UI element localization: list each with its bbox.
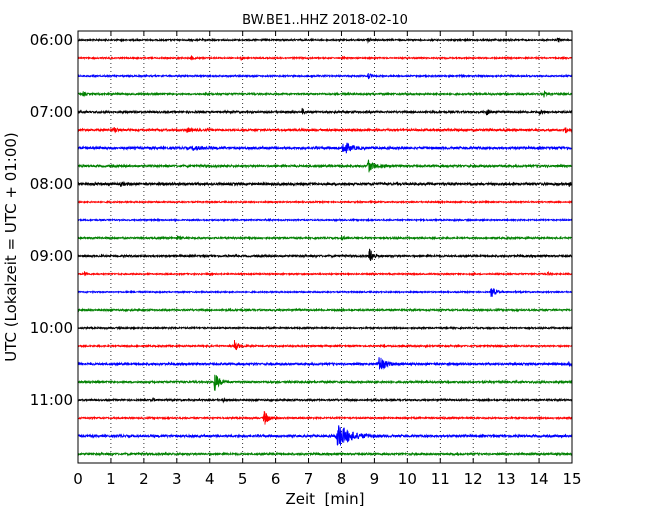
trace-line xyxy=(77,55,573,61)
trace-line xyxy=(77,72,573,80)
y-tick-label: 11:00 xyxy=(30,391,73,409)
y-tick-label: 10:00 xyxy=(30,319,73,337)
trace-line xyxy=(77,235,573,241)
trace-line xyxy=(77,340,573,351)
x-tick-label: 5 xyxy=(238,470,248,488)
y-tick-label: 08:00 xyxy=(30,175,73,193)
trace-line xyxy=(77,107,573,116)
x-tick-label: 8 xyxy=(337,470,347,488)
trace-line xyxy=(77,396,573,404)
y-tick-label: 09:00 xyxy=(30,247,73,265)
trace-line xyxy=(77,142,573,154)
x-tick-label: 3 xyxy=(172,470,182,488)
trace-line xyxy=(77,159,573,173)
x-tick-label: 0 xyxy=(73,470,83,488)
grid-lines xyxy=(110,31,540,463)
trace-line xyxy=(77,357,573,370)
x-tick-label: 2 xyxy=(139,470,149,488)
x-tick-label: 4 xyxy=(205,470,215,488)
plot-frame xyxy=(77,30,573,464)
trace-line xyxy=(77,126,573,134)
x-tick-label: 7 xyxy=(304,470,314,488)
x-tick-label: 11 xyxy=(431,470,450,488)
x-axis-ticks: 0 1 2 3 4 5 6 7 8 9 10 11 12 13 14 15 xyxy=(73,31,582,488)
trace-line xyxy=(77,217,573,223)
trace-line xyxy=(77,325,573,331)
trace-line xyxy=(78,90,573,98)
traces xyxy=(77,37,573,457)
x-tick-label: 1 xyxy=(106,470,116,488)
trace-line xyxy=(77,307,573,313)
y-axis-ticks: 06:00 07:00 08:00 09:00 10:00 11:00 xyxy=(30,31,572,409)
y-tick-label: 07:00 xyxy=(30,103,73,121)
trace-line xyxy=(77,270,573,277)
x-tick-label: 13 xyxy=(497,470,516,488)
chart-title: BW.BE1..HHZ 2018-02-10 xyxy=(242,13,408,28)
trace-line xyxy=(77,451,573,457)
x-tick-label: 9 xyxy=(370,470,380,488)
trace-line xyxy=(77,425,573,446)
y-tick-label: 06:00 xyxy=(30,31,73,49)
x-tick-label: 10 xyxy=(398,470,417,488)
x-tick-label: 14 xyxy=(530,470,549,488)
x-tick-label: 15 xyxy=(562,470,581,488)
trace-line xyxy=(77,374,573,391)
trace-line xyxy=(77,288,573,297)
trace-line xyxy=(77,248,573,261)
x-tick-label: 6 xyxy=(271,470,281,488)
trace-line xyxy=(77,37,573,44)
x-axis-label: Zeit [min] xyxy=(285,490,364,508)
trace-line xyxy=(77,199,573,205)
trace-line xyxy=(77,180,573,188)
x-tick-label: 12 xyxy=(464,470,483,488)
trace-line xyxy=(77,410,573,425)
y-axis-label: UTC (Lokalzeit = UTC + 01:00) xyxy=(2,132,20,362)
